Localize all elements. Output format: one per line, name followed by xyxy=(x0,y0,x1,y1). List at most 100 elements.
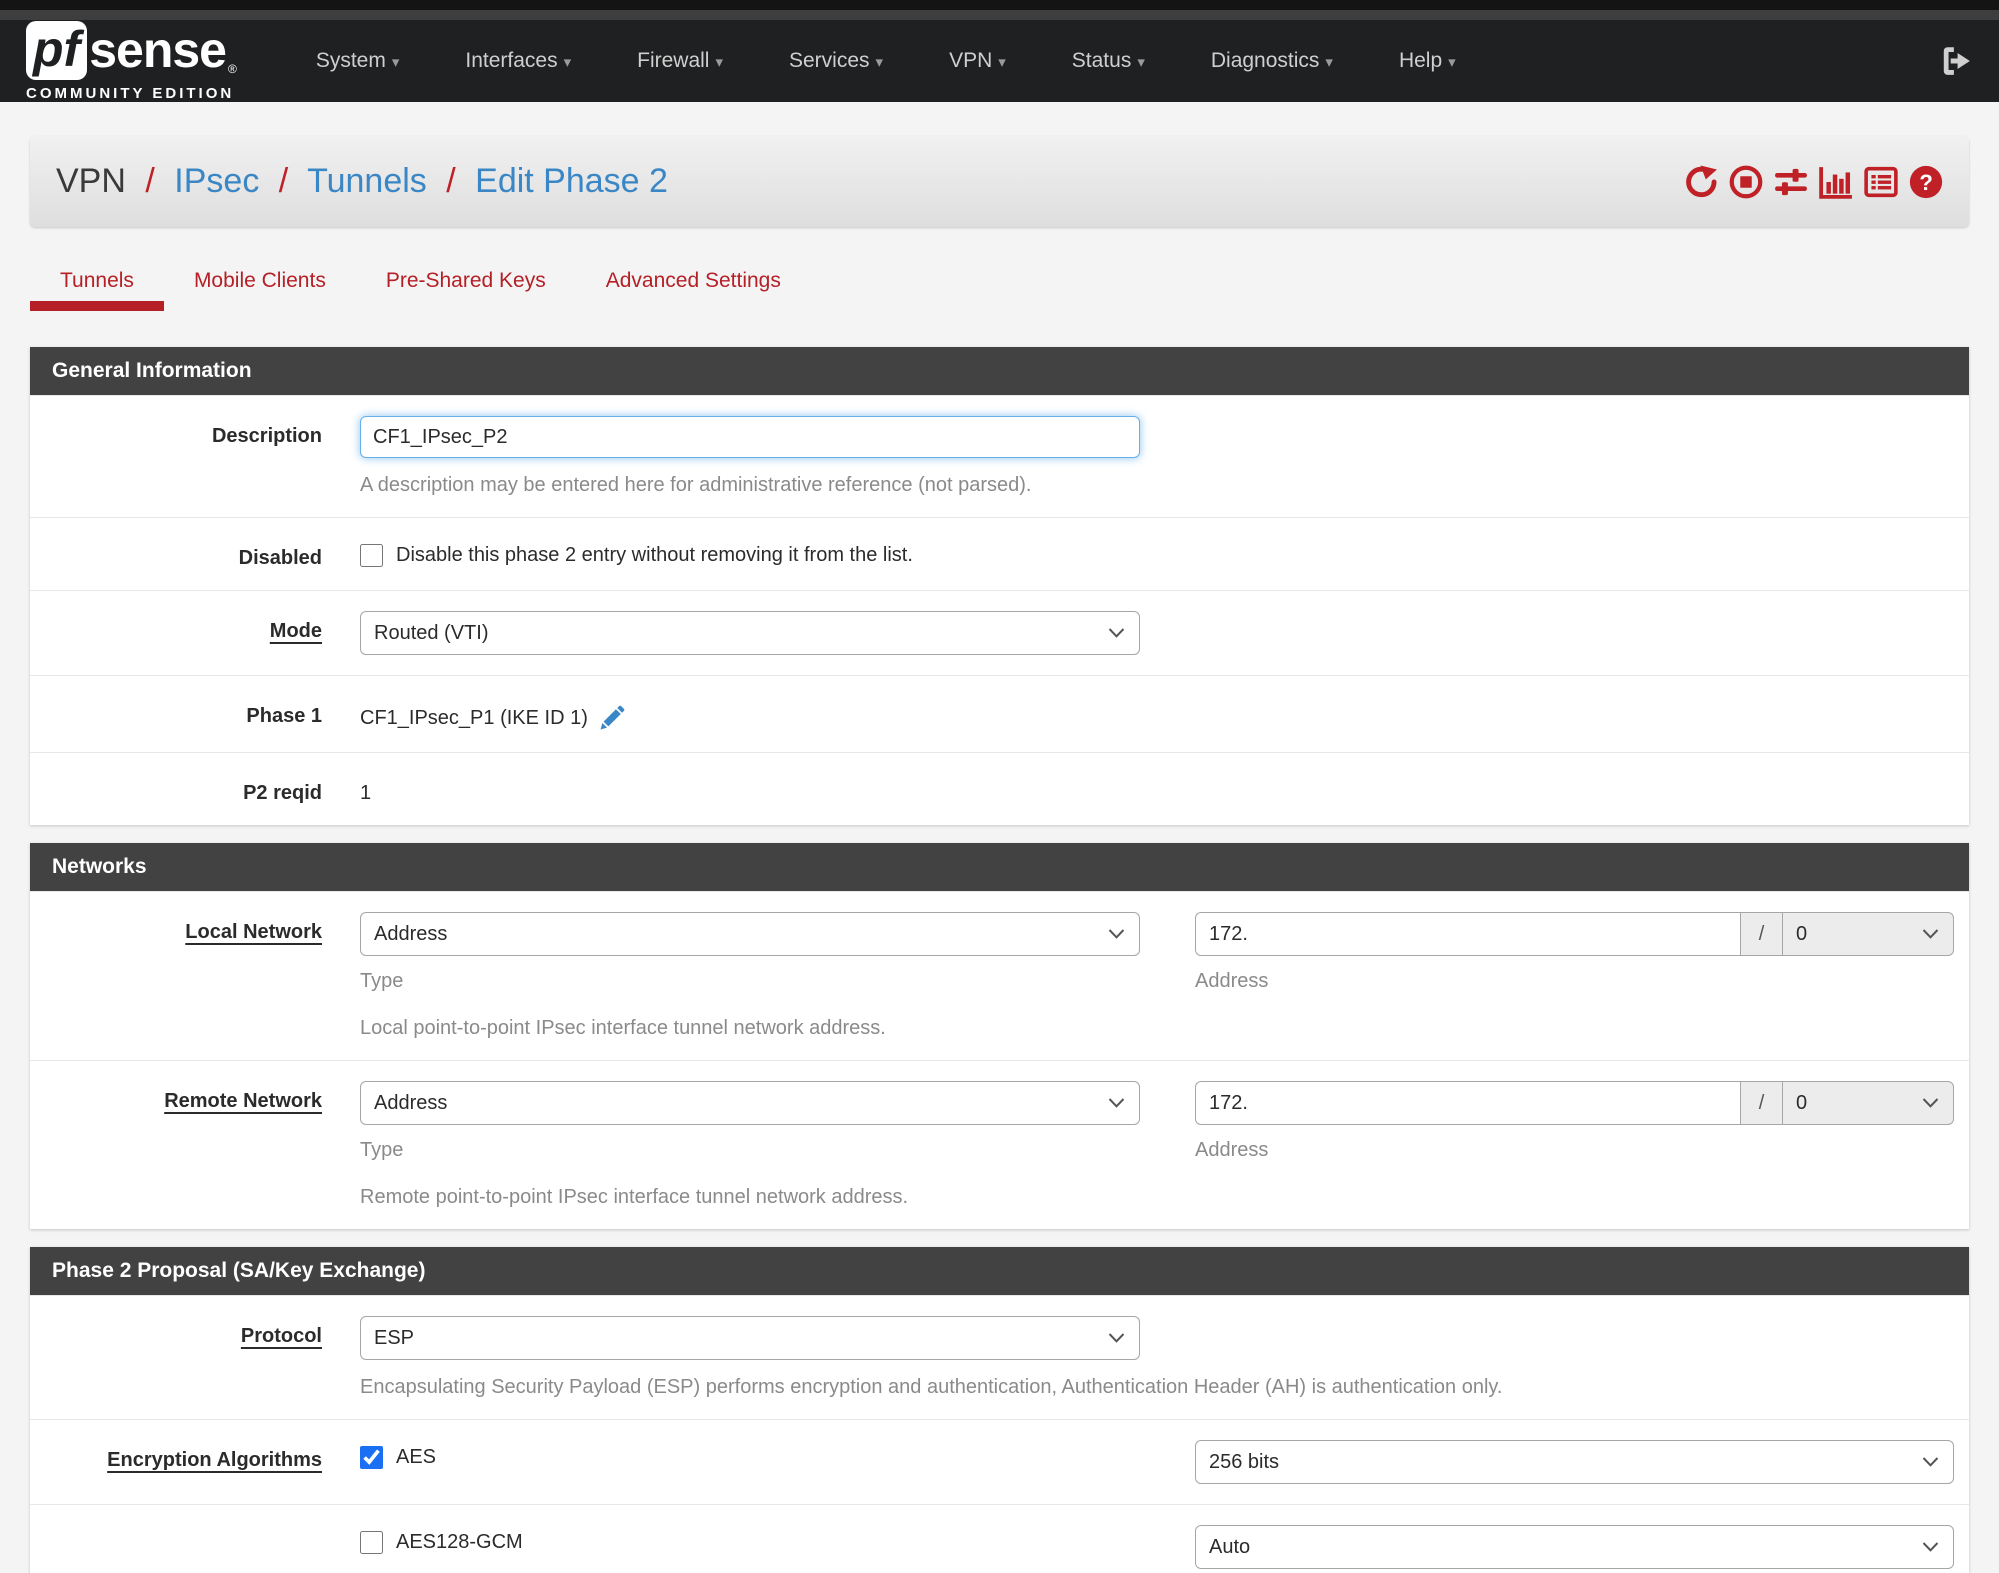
page-action-icons: ? xyxy=(1684,165,1943,199)
logo-pf-badge: pf xyxy=(26,20,88,80)
phase1-label: Phase 1 xyxy=(246,705,322,727)
disabled-label: Disabled xyxy=(238,547,322,569)
list-icon[interactable] xyxy=(1864,165,1898,199)
registered-mark: ® xyxy=(227,61,237,76)
breadcrumb-separator: / xyxy=(278,162,289,200)
slash-separator: / xyxy=(1740,1081,1782,1125)
local-network-address-input[interactable] xyxy=(1195,912,1740,956)
section-title: Networks xyxy=(30,843,1969,891)
local-network-mask-select[interactable]: 0 xyxy=(1782,912,1954,956)
stop-circle-icon[interactable] xyxy=(1729,165,1763,199)
menu-item-diagnostics[interactable]: Diagnostics ▾ xyxy=(1210,49,1333,72)
phase1-value: CF1_IPsec_P1 (IKE ID 1) xyxy=(360,707,588,729)
page-tabs: Tunnels Mobile Clients Pre-Shared Keys A… xyxy=(30,253,1969,311)
row-mode: Mode Routed (VTI) xyxy=(30,590,1969,675)
disabled-checkbox-label: Disable this phase 2 entry without remov… xyxy=(396,544,913,566)
tab-tunnels[interactable]: Tunnels xyxy=(30,253,164,311)
aes128gcm-label: AES128-GCM xyxy=(396,1531,523,1553)
menu-item-status[interactable]: Status ▾ xyxy=(1071,49,1145,72)
disabled-checkbox[interactable] xyxy=(360,544,383,567)
section-networks: Networks Local Network Address Type xyxy=(30,843,1969,1229)
tab-advanced-settings[interactable]: Advanced Settings xyxy=(605,269,781,292)
refresh-icon[interactable] xyxy=(1684,165,1718,199)
local-address-caption: Address xyxy=(1195,970,1269,992)
tab-pre-shared-keys[interactable]: Pre-Shared Keys xyxy=(385,269,546,292)
remote-network-address-input[interactable] xyxy=(1195,1081,1740,1125)
top-strip-light xyxy=(0,10,1999,20)
menu-item-interfaces[interactable]: Interfaces ▾ xyxy=(465,49,572,72)
tab-mobile-clients[interactable]: Mobile Clients xyxy=(193,269,326,292)
aes128gcm-checkbox[interactable] xyxy=(360,1531,383,1554)
pfsense-logo[interactable]: pf sense ® COMMUNITY EDITION xyxy=(26,20,237,102)
protocol-help: Encapsulating Security Payload (ESP) per… xyxy=(360,1376,1503,1398)
menu-item-help[interactable]: Help ▾ xyxy=(1398,49,1456,72)
description-label: Description xyxy=(211,425,322,447)
description-help-text: A description may be entered here for ad… xyxy=(360,474,1032,496)
local-type-caption: Type xyxy=(360,970,404,992)
row-encryption-aes128gcm: AES128-GCM Auto xyxy=(30,1504,1969,1573)
caret-down-icon: ▾ xyxy=(1137,54,1145,71)
caret-down-icon: ▾ xyxy=(1448,54,1456,71)
row-disabled: Disabled Disable this phase 2 entry with… xyxy=(30,517,1969,590)
protocol-select[interactable]: ESP xyxy=(360,1316,1140,1360)
aes-keylen-select[interactable]: 256 bits xyxy=(1195,1440,1954,1484)
p2reqid-value: 1 xyxy=(360,782,372,804)
caret-down-icon: ▾ xyxy=(715,54,723,71)
section-phase2-proposal: Phase 2 Proposal (SA/Key Exchange) Proto… xyxy=(30,1247,1969,1573)
aes128gcm-checkbox-row: AES128-GCM xyxy=(360,1525,1140,1554)
row-local-network: Local Network Address Type xyxy=(30,891,1969,1060)
remote-type-caption: Type xyxy=(360,1139,404,1161)
remote-address-caption: Address xyxy=(1195,1139,1269,1161)
pencil-icon[interactable] xyxy=(598,705,625,732)
top-navbar: pf sense ® COMMUNITY EDITION System ▾ Int… xyxy=(0,20,1999,102)
menu-item-services[interactable]: Services ▾ xyxy=(789,49,884,72)
mode-label: Mode xyxy=(269,620,322,642)
protocol-label: Protocol xyxy=(240,1325,322,1347)
aes-label: AES xyxy=(396,1446,437,1468)
breadcrumb-link-edit-phase2[interactable]: Edit Phase 2 xyxy=(475,162,668,200)
breadcrumb-root: VPN xyxy=(56,162,126,200)
mode-select[interactable]: Routed (VTI) xyxy=(360,611,1140,655)
row-remote-network: Remote Network Address Type xyxy=(30,1060,1969,1229)
row-p2reqid: P2 reqid 1 xyxy=(30,752,1969,825)
caret-down-icon: ▾ xyxy=(998,54,1006,71)
caret-down-icon: ▾ xyxy=(563,54,572,71)
sign-out-icon[interactable] xyxy=(1939,44,1973,78)
help-circle-icon[interactable]: ? xyxy=(1909,165,1943,199)
top-strip xyxy=(0,0,1999,10)
section-title: Phase 2 Proposal (SA/Key Exchange) xyxy=(30,1247,1969,1295)
aes-checkbox[interactable] xyxy=(360,1446,383,1469)
breadcrumb-separator: / xyxy=(446,162,456,200)
breadcrumb-link-ipsec[interactable]: IPsec xyxy=(174,162,260,200)
sliders-icon[interactable] xyxy=(1774,165,1808,199)
edition-label: COMMUNITY EDITION xyxy=(26,84,235,102)
row-phase1: Phase 1 CF1_IPsec_P1 (IKE ID 1) xyxy=(30,675,1969,752)
encryption-algorithms-label: Encryption Algorithms xyxy=(107,1449,322,1471)
remote-network-mask-select[interactable]: 0 xyxy=(1782,1081,1954,1125)
logo-sense-text: sense xyxy=(89,22,227,78)
bar-chart-icon[interactable] xyxy=(1819,165,1853,199)
caret-down-icon: ▾ xyxy=(1325,54,1333,71)
breadcrumb-separator: / xyxy=(145,162,155,200)
local-network-label: Local Network xyxy=(185,921,322,943)
menu-item-vpn[interactable]: VPN ▾ xyxy=(949,49,1006,72)
remote-network-type-select[interactable]: Address xyxy=(360,1081,1140,1125)
aes128gcm-keylen-select[interactable]: Auto xyxy=(1195,1525,1954,1569)
aes-checkbox-row: AES xyxy=(360,1440,1140,1469)
breadcrumb-link-tunnels[interactable]: Tunnels xyxy=(307,162,427,200)
local-network-type-select[interactable]: Address xyxy=(360,912,1140,956)
menu-item-firewall[interactable]: Firewall ▾ xyxy=(637,49,723,72)
breadcrumb-panel: VPN / IPsec / Tunnels / Edit Phase 2 ? xyxy=(30,136,1969,227)
section-general-information: General Information Description A descri… xyxy=(30,347,1969,825)
slash-separator: / xyxy=(1740,912,1782,956)
local-network-help: Local point-to-point IPsec interface tun… xyxy=(360,1017,886,1039)
caret-down-icon: ▾ xyxy=(875,54,884,71)
row-description: Description A description may be entered… xyxy=(30,395,1969,517)
section-title: General Information xyxy=(30,347,1969,395)
description-input[interactable] xyxy=(360,416,1140,458)
svg-text:?: ? xyxy=(1919,169,1933,194)
row-protocol: Protocol ESP Encapsulating Security Payl… xyxy=(30,1295,1969,1419)
main-menu: System ▾ Interfaces ▾ Firewall ▾ Services ▾ … xyxy=(283,49,1489,73)
caret-down-icon: ▾ xyxy=(391,54,400,71)
menu-item-system[interactable]: System ▾ xyxy=(315,49,400,72)
